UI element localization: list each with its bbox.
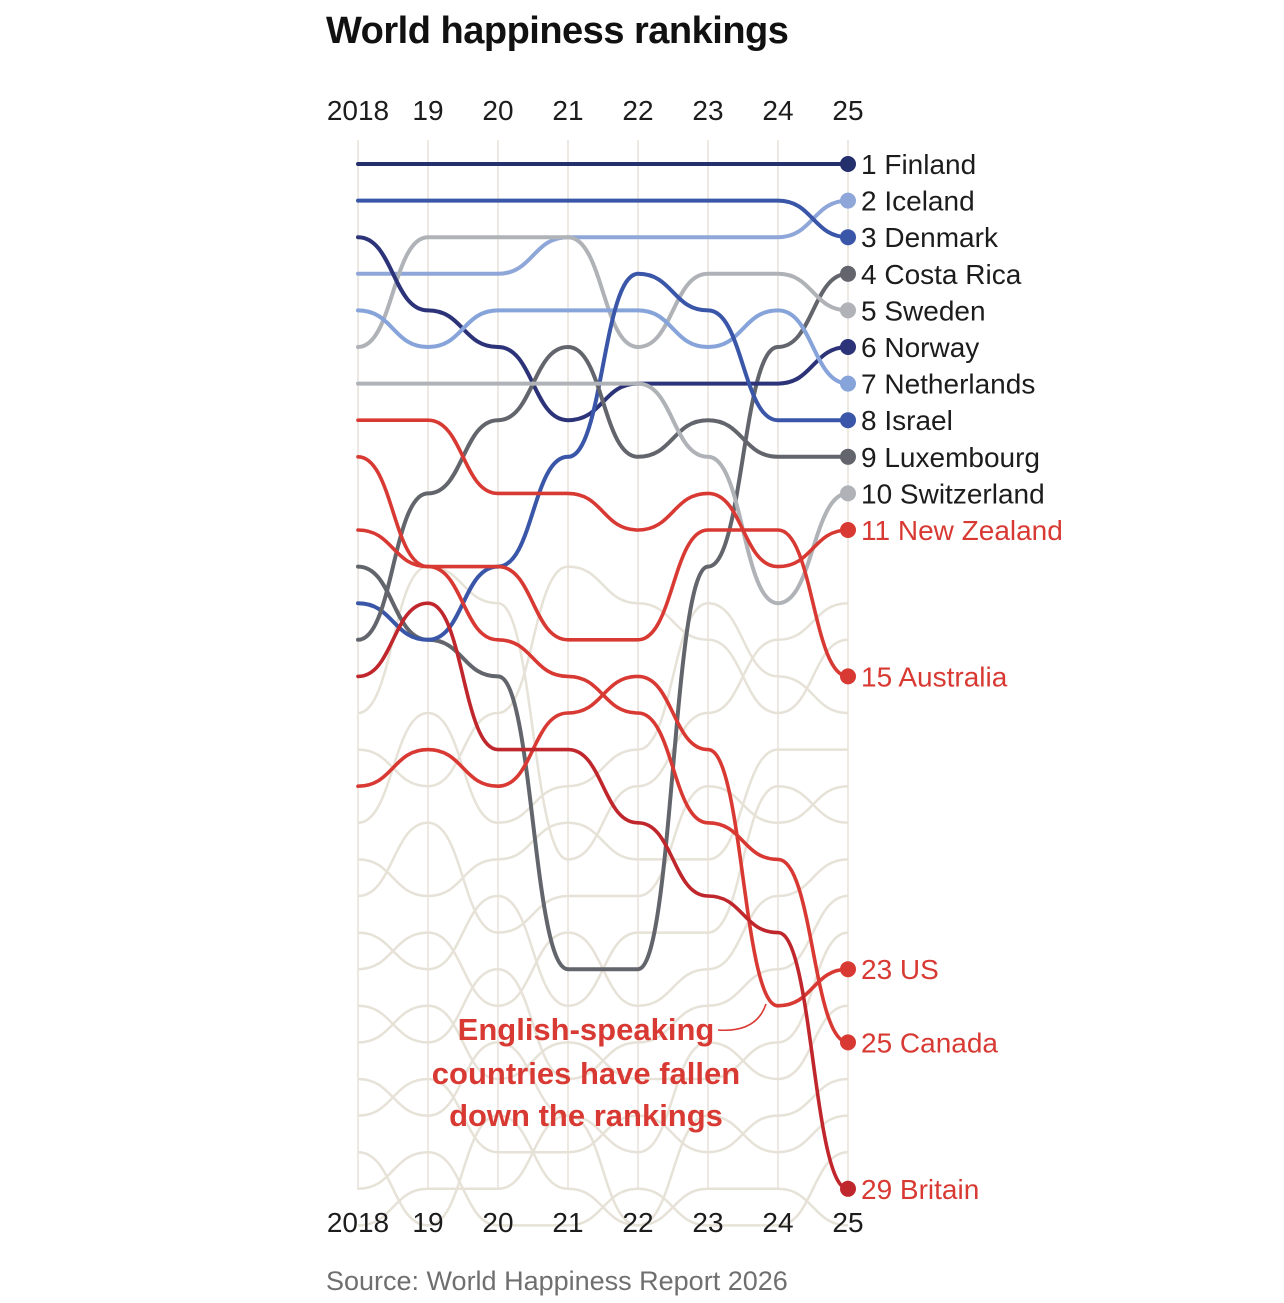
end-label-canada: 25 Canada: [861, 1027, 998, 1058]
x-tick-label-bottom: 24: [762, 1207, 793, 1238]
series-line-britain: [356, 601, 850, 1191]
background-country-line: [357, 784, 849, 934]
end-label-denmark: 3 Denmark: [861, 222, 999, 253]
end-dot-costa-rica: [840, 265, 856, 282]
end-dot-iceland: [840, 192, 856, 209]
end-labels: 1 Finland 2 Iceland 3 Denmark 4 Costa Rica 5…: [840, 149, 1063, 1205]
end-dot-australia: [840, 668, 856, 685]
background-country-line: [357, 1150, 849, 1227]
x-tick-label-top: 2018: [327, 95, 389, 126]
x-tick-label-bottom: 21: [552, 1207, 583, 1238]
series-line-luxembourg: [356, 344, 850, 642]
end-dot-britain: [840, 1180, 856, 1197]
end-dot-finland: [840, 156, 856, 172]
series-line-norway: [356, 235, 850, 423]
x-tick-label-top: 19: [412, 95, 443, 126]
series-line-iceland: [356, 198, 850, 276]
series-line-new-zealand: [356, 418, 850, 569]
background-country-line: [357, 1114, 849, 1227]
x-tick-label-bottom: 20: [482, 1207, 513, 1238]
end-label-sweden: 5 Sweden: [861, 295, 986, 326]
end-label-norway: 6 Norway: [861, 332, 979, 363]
series-line-sweden: [356, 235, 850, 350]
end-dot-luxembourg: [840, 448, 856, 465]
end-dot-new-zealand: [840, 522, 856, 538]
end-label-costa-rica: 4 Costa Rica: [861, 259, 1022, 290]
annotation-text: down the rankings: [449, 1098, 723, 1133]
background-country-line: [357, 894, 849, 1081]
end-label-new-zealand: 11 New Zealand: [861, 515, 1063, 546]
x-tick-label-top: 22: [622, 95, 653, 126]
x-tick-label-bottom: 23: [692, 1207, 723, 1238]
annotation: English-speaking countries have fallen dow…: [432, 1003, 767, 1133]
series-lines: [356, 161, 850, 1191]
end-label-australia: 15 Australia: [861, 661, 1008, 692]
x-tick-label-bottom: 19: [412, 1207, 443, 1238]
x-tick-label-top: 25: [832, 95, 863, 126]
background-country-line: [357, 931, 849, 1081]
background-country-line: [357, 1114, 849, 1227]
x-tick-label-top: 20: [482, 95, 513, 126]
chart-title: World happiness rankings: [326, 10, 789, 52]
source-note: Source: World Happiness Report 2026: [326, 1266, 788, 1296]
series-line-denmark: [356, 198, 850, 240]
series-line-canada: [356, 455, 850, 1045]
x-tick-label-bottom: 2018: [327, 1207, 389, 1238]
background-country-line: [357, 784, 849, 1008]
end-label-us: 23 US: [861, 954, 939, 985]
end-dot-netherlands: [840, 375, 856, 392]
background-country-line: [357, 565, 849, 788]
x-axis-top: 2018 19 20 21 22 23 24 25: [327, 95, 864, 126]
x-tick-label-bottom: 25: [832, 1207, 863, 1238]
end-label-switzerland: 10 Switzerland: [861, 478, 1045, 509]
x-tick-label-bottom: 22: [622, 1207, 653, 1238]
end-label-iceland: 2 Iceland: [861, 186, 975, 217]
background-country-line: [357, 748, 848, 898]
end-dot-israel: [840, 412, 856, 429]
series-line-switzerland: [356, 381, 850, 606]
annotation-text: countries have fallen: [432, 1056, 740, 1091]
end-label-britain: 29 Britain: [861, 1174, 979, 1205]
series-line-costa-rica: [356, 271, 850, 972]
end-label-netherlands: 7 Netherlands: [861, 369, 1035, 400]
background-country-line: [357, 601, 849, 825]
x-axis-bottom: 2018 19 20 21 22 23 24 25: [327, 1207, 864, 1238]
background-country-line: [357, 1004, 849, 1154]
x-tick-label-top: 21: [552, 95, 583, 126]
annotation-leader-line: [717, 1003, 767, 1032]
end-label-luxembourg: 9 Luxembourg: [861, 442, 1040, 473]
end-dot-denmark: [840, 229, 856, 246]
series-line-australia: [356, 528, 850, 679]
end-label-finland: 1 Finland: [861, 149, 976, 180]
end-dot-switzerland: [840, 485, 856, 502]
series-line-us: [356, 674, 850, 1008]
end-dot-norway: [840, 339, 856, 355]
background-country-line: [357, 858, 849, 1008]
x-tick-label-top: 24: [762, 95, 793, 126]
series-line-netherlands: [356, 308, 850, 386]
annotation-text: English-speaking: [458, 1012, 715, 1047]
end-label-israel: 8 Israel: [861, 405, 953, 436]
end-dot-us: [840, 961, 856, 978]
end-dot-sweden: [840, 302, 856, 319]
x-tick-label-top: 23: [692, 95, 723, 126]
background-country-line: [357, 1077, 849, 1154]
end-dot-canada: [840, 1034, 856, 1051]
